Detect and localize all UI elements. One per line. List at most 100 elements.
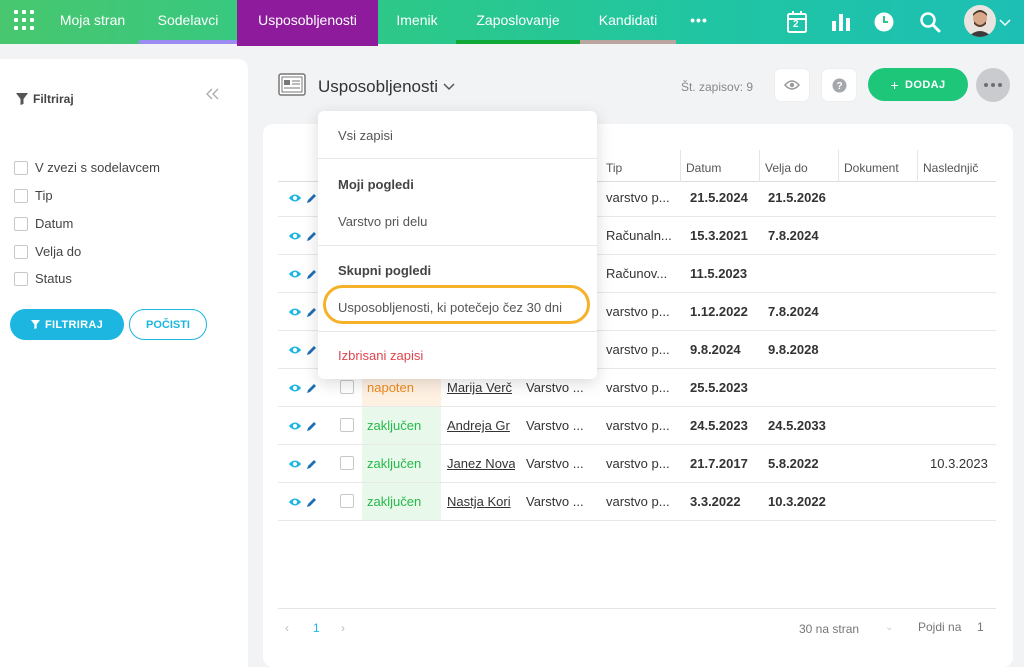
filter-sidebar: Filtriraj V zvezi s sodelavcem Tip Datum… xyxy=(0,59,248,667)
clock-icon[interactable] xyxy=(873,11,895,33)
view-eye-icon[interactable] xyxy=(288,419,302,431)
next-page-button[interactable]: › xyxy=(341,621,345,635)
calendar-icon[interactable]: 2 xyxy=(786,10,808,33)
chevron-down-icon[interactable] xyxy=(999,15,1011,33)
filter-option[interactable]: Velja do xyxy=(14,244,81,259)
edit-pencil-icon[interactable] xyxy=(306,381,317,393)
tip-cell: varstvo p... xyxy=(606,494,670,509)
edit-pencil-icon[interactable] xyxy=(306,495,317,507)
view-eye-icon[interactable] xyxy=(288,305,302,317)
next-date-cell xyxy=(930,369,1000,406)
filter-checkbox[interactable] xyxy=(14,188,28,203)
status-badge: zaključen xyxy=(362,445,441,482)
filter-label: Datum xyxy=(35,216,74,231)
valid-until-cell xyxy=(768,255,838,292)
table-row[interactable]: zaključen Andreja Gr Varstvo ... varstvo p.… xyxy=(278,407,996,445)
valid-until-cell xyxy=(768,369,838,406)
edit-pencil-icon[interactable] xyxy=(306,343,317,355)
date-cell: 1.12.2022 xyxy=(690,304,748,319)
next-date-cell xyxy=(930,255,1000,292)
clear-button[interactable]: POČISTI xyxy=(129,309,207,340)
valid-until-cell: 5.8.2022 xyxy=(768,456,819,471)
more-options-button[interactable] xyxy=(976,68,1010,102)
filter-checkbox[interactable] xyxy=(14,271,28,286)
person-link[interactable]: Nastja Kori xyxy=(447,494,511,509)
table-row[interactable]: varstvo p... 9.8.2024 9.8.2028 xyxy=(278,331,996,369)
person-link[interactable]: Andreja Gr xyxy=(447,418,510,433)
view-eye-icon[interactable] xyxy=(288,343,302,355)
top-navigation: Moja stran Sodelavci Usposobljenosti Ime… xyxy=(0,0,1024,46)
view-option-varstvo[interactable]: Varstvo pri delu xyxy=(338,214,428,229)
view-option-deleted[interactable]: Izbrisani zapisi xyxy=(338,348,424,363)
filter-option[interactable]: Datum xyxy=(14,216,73,231)
view-eye-icon[interactable] xyxy=(288,191,302,203)
filter-option[interactable]: V zvezi s sodelavcem xyxy=(14,160,160,175)
page-number[interactable]: 1 xyxy=(313,621,320,635)
plus-icon: + xyxy=(890,76,900,93)
goto-input[interactable]: 1 xyxy=(977,620,984,634)
search-icon[interactable] xyxy=(919,11,941,33)
table-row[interactable]: zaključen Janez Nova Varstvo ... varstvo p.… xyxy=(278,445,996,483)
filter-option[interactable]: Status xyxy=(14,271,72,286)
avatar[interactable] xyxy=(964,5,996,37)
edit-pencil-icon[interactable] xyxy=(306,267,317,279)
nav-tab-kandidati[interactable]: Kandidati xyxy=(580,0,676,44)
table-row[interactable]: zaključen Nastja Kori Varstvo ... varstvo p… xyxy=(278,483,996,521)
view-eye-icon[interactable] xyxy=(288,381,302,393)
nav-tab-moja-stran[interactable]: Moja stran xyxy=(59,12,126,28)
edit-pencil-icon[interactable] xyxy=(306,191,317,203)
add-button[interactable]: + DODAJ xyxy=(868,68,968,101)
bar-chart-icon[interactable] xyxy=(830,11,852,33)
filter-button-label: FILTRIRAJ xyxy=(44,318,104,331)
filter-checkbox[interactable] xyxy=(14,244,28,259)
nav-tab-imenik[interactable]: Imenik xyxy=(396,12,438,28)
edit-pencil-icon[interactable] xyxy=(306,305,317,317)
column-header-naslednjic[interactable]: Naslednjič xyxy=(917,150,996,182)
person-link[interactable]: Marija Verč xyxy=(447,380,513,395)
visibility-button[interactable] xyxy=(774,68,810,102)
nav-tab-zaposlovanje[interactable]: Zaposlovanje xyxy=(456,0,580,44)
view-selector[interactable]: Usposobljenosti xyxy=(318,77,455,97)
date-cell: 11.5.2023 xyxy=(690,266,748,281)
date-cell: 3.3.2022 xyxy=(690,494,741,509)
row-checkbox[interactable] xyxy=(340,418,354,432)
filter-checkbox[interactable] xyxy=(14,160,28,175)
tip-cell: Računaln... xyxy=(606,228,672,243)
view-option-all[interactable]: Vsi zapisi xyxy=(338,128,393,143)
view-option-expiring[interactable]: Usposobljenosti, ki potečejo čez 30 dni xyxy=(338,300,563,315)
filter-checkbox[interactable] xyxy=(14,216,28,231)
view-eye-icon[interactable] xyxy=(288,267,302,279)
svg-text:?: ? xyxy=(836,81,842,92)
nav-more-button[interactable]: ••• xyxy=(690,12,708,28)
view-eye-icon[interactable] xyxy=(288,229,302,241)
nav-tab-sodelavci[interactable]: Sodelavci xyxy=(139,0,237,44)
filter-option[interactable]: Tip xyxy=(14,188,53,203)
news-view-icon xyxy=(278,73,308,98)
prev-page-button[interactable]: ‹ xyxy=(285,621,289,635)
help-button[interactable]: ? xyxy=(821,68,857,102)
tip-cell: varstvo p... xyxy=(606,304,670,319)
column-header-dokument[interactable]: Dokument xyxy=(838,150,917,182)
row-checkbox[interactable] xyxy=(340,494,354,508)
valid-until-cell: 24.5.2033 xyxy=(768,418,826,433)
row-checkbox[interactable] xyxy=(340,456,354,470)
view-eye-icon[interactable] xyxy=(288,495,302,507)
apps-grid-icon[interactable] xyxy=(14,10,36,32)
filter-label: V zvezi s sodelavcem xyxy=(35,160,160,175)
date-cell: 25.5.2023 xyxy=(690,380,748,395)
column-header-datum[interactable]: Datum xyxy=(680,150,759,182)
person-link[interactable]: Janez Nova xyxy=(447,456,515,471)
view-eye-icon[interactable] xyxy=(288,457,302,469)
edit-pencil-icon[interactable] xyxy=(306,229,317,241)
edit-pencil-icon[interactable] xyxy=(306,457,317,469)
nav-tab-usposobljenosti[interactable]: Usposobljenosti xyxy=(237,0,378,46)
next-date-cell xyxy=(930,217,1000,254)
per-page-select[interactable]: 30 na stran xyxy=(799,622,860,636)
collapse-sidebar-icon[interactable] xyxy=(206,87,220,105)
column-header-velja-do[interactable]: Velja do xyxy=(759,150,838,182)
edit-pencil-icon[interactable] xyxy=(306,419,317,431)
filter-button[interactable]: FILTRIRAJ xyxy=(10,309,124,340)
row-checkbox[interactable] xyxy=(340,380,354,394)
page-title: Usposobljenosti xyxy=(318,77,439,96)
column-header-tip[interactable]: Tip xyxy=(606,161,623,175)
